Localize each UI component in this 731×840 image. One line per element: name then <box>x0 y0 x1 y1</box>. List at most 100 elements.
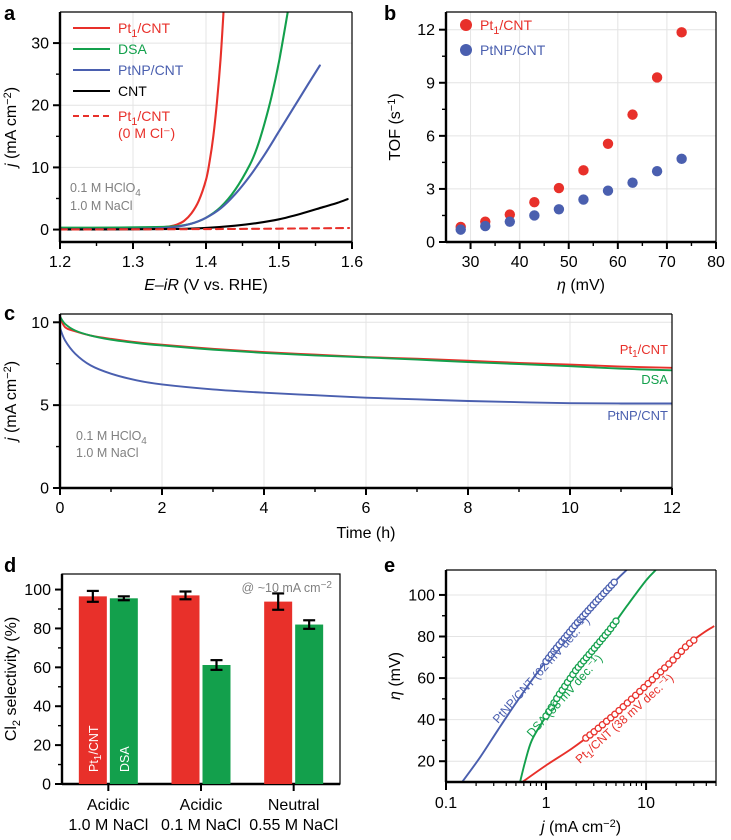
legend-label: Pt1/CNT <box>480 17 532 37</box>
panel-a-ylabel: j (mA cm−2) <box>2 87 20 169</box>
legend-label-2: (0 M Cl⁻) <box>118 125 175 141</box>
svg-text:0.1 M HClO4: 0.1 M HClO4 <box>70 181 141 199</box>
panel-d-group-label: Neutral <box>268 797 320 814</box>
panel-b-xtick: 70 <box>658 254 676 271</box>
data-point-Pt1/CNT <box>602 138 614 150</box>
panel-d-ytick: 100 <box>24 582 51 599</box>
panel-c-ytick: 5 <box>40 398 49 415</box>
panel-d-group-labels: Acidic 1.0 M NaCl Acidic 0.1 M NaCl Neutral 0… <box>68 797 338 834</box>
svg-text:j (mA cm−2): j (mA cm−2) <box>2 361 20 443</box>
panel-b-xtick: 40 <box>511 254 529 271</box>
panel-e-gridlines <box>446 570 716 782</box>
data-point-Pt1/CNT <box>676 27 687 38</box>
panel-e-ytick: 40 <box>417 712 435 729</box>
data-point-Pt1/CNT <box>651 72 663 83</box>
panel-d-ytick: 80 <box>33 621 51 638</box>
panel-d-letter: d <box>4 555 17 577</box>
marker-DSA <box>612 617 620 625</box>
panel-b-xtick: 80 <box>707 254 725 271</box>
panel-d-annotation: @ ~10 mA cm−2 <box>242 580 333 595</box>
panel-a-ytick: 20 <box>31 98 49 115</box>
panel-a-xtick: 1.5 <box>268 254 290 271</box>
panel-c-curves <box>60 315 672 405</box>
panel-c-xtick: 12 <box>663 500 681 517</box>
bar-Pt1/CNT <box>171 595 200 784</box>
data-point-Pt1/CNT <box>529 196 540 208</box>
panel-a-xlabel: E–iR (V vs. RHE) <box>144 277 268 294</box>
panel-b-xtick: 50 <box>560 254 578 271</box>
panel-d-group-label: Acidic <box>180 797 223 814</box>
panel-c-axes <box>53 313 673 495</box>
panel-d-group-sublabel: 1.0 M NaCl <box>68 817 148 834</box>
panel-c-xtick: 6 <box>362 500 371 517</box>
curve-DSA <box>60 12 289 229</box>
svg-text:0.1 M HClO4: 0.1 M HClO4 <box>76 429 147 447</box>
panel-a-xtick: 1.3 <box>122 254 144 271</box>
panel-c-letter: c <box>4 303 16 325</box>
panel-c-plot: 0 2 4 6 8 10 12 0 5 10 Time (h) j (mA cm−2) 0.1 M HC… <box>2 313 681 542</box>
panel-d-ylabel: Cl2 selectivity (%) <box>3 617 23 741</box>
bar-Pt1/CNT <box>78 596 107 784</box>
panel-b-points <box>455 27 687 235</box>
panel-b-ytick: 6 <box>426 128 435 145</box>
panel-d-bars: Pt1/CNT DSA <box>78 589 324 784</box>
panel-e-ytick: 100 <box>408 587 435 604</box>
panel-b-legend: Pt1/CNT PtNP/CNT <box>460 17 546 58</box>
bar-DSA <box>109 598 138 784</box>
legend-label: CNT <box>118 83 147 99</box>
panel-a-ytick: 0 <box>40 222 49 239</box>
panel-a-gridlines <box>60 12 352 242</box>
legend-marker <box>460 19 472 31</box>
data-point-PtNP/CNT <box>480 220 491 232</box>
curve-PtNP/CNT <box>60 327 672 405</box>
legend-marker <box>460 44 472 56</box>
panel-b: b 30 40 50 60 70 80 0 3 6 9 12 η (mV) TOF (s−1) Pt1/C… <box>380 0 731 294</box>
panel-d-ytick: 20 <box>33 738 51 755</box>
data-point-PtNP/CNT <box>553 204 565 215</box>
bar-Pt1/CNT <box>264 601 293 784</box>
svg-text:j (mA cm−2): j (mA cm−2) <box>2 87 20 169</box>
panel-b-xlabel: η (mV) <box>557 277 605 294</box>
svg-text:1.0 M NaCl: 1.0 M NaCl <box>70 199 133 213</box>
marker-PtNP/CNT <box>610 578 618 587</box>
bar-DSA <box>202 665 231 784</box>
panel-d-axes <box>55 573 341 791</box>
panel-b-ytick: 3 <box>426 181 435 198</box>
legend-label: PtNP/CNT <box>118 62 184 78</box>
curve-label: Pt1/CNT <box>620 342 668 360</box>
panel-e-ytick: 80 <box>417 629 435 646</box>
panel-e-letter: e <box>384 555 396 577</box>
panel-a-xtick: 1.4 <box>195 254 217 271</box>
panel-e-ytick: 20 <box>417 754 435 771</box>
panel-c-xtick: 10 <box>561 500 579 517</box>
legend-label: PtNP/CNT <box>480 42 546 58</box>
bar-DSA <box>295 624 324 784</box>
panel-c-ytick: 10 <box>31 315 49 332</box>
panel-a-plot: 1.2 1.3 1.4 1.5 1.6 0 10 20 30 E–iR (V vs. RHE) j … <box>2 11 363 294</box>
data-point-PtNP/CNT <box>627 177 638 188</box>
curve-DSA <box>60 315 672 372</box>
curve-Pt1/CNT (0 M Cl-) <box>60 226 351 231</box>
panel-a-xtick: 1.6 <box>341 254 363 271</box>
panel-e-xtick: 0.1 <box>435 795 457 812</box>
marker-Pt1/CNT <box>669 656 677 664</box>
panel-b-ytick: 9 <box>426 75 435 92</box>
panel-b-ytick: 0 <box>426 235 435 252</box>
panel-c-xtick: 0 <box>56 500 65 517</box>
panel-b-xtick: 30 <box>462 254 480 271</box>
panel-a-curves <box>60 12 351 231</box>
panel-e-axes <box>439 569 717 790</box>
panel-e: e 0.1 1 10 20 40 60 80 100 j (mA cm−2) η (mV) PtNP… <box>380 552 731 840</box>
panel-c: c 0 2 4 6 8 10 12 0 5 10 Time (h) j (mA cm−2) 0.1 M … <box>0 292 731 550</box>
panel-e-xlabel: j (mA cm−2) <box>539 818 621 836</box>
panel-b-xtick: 60 <box>609 254 627 271</box>
panel-d: d 0 20 40 60 80 100 Pt1/CNT DSA Acidic 1.0 M NaCl… <box>0 552 380 840</box>
marker-Pt1/CNT <box>677 647 686 656</box>
data-point-PtNP/CNT <box>651 166 663 177</box>
panel-b-axes <box>439 11 717 249</box>
panel-b-plot: 30 40 50 60 70 80 0 3 6 9 12 η (mV) TOF (s−1) Pt1/CNT… <box>386 11 725 294</box>
panel-b-letter: b <box>384 3 397 25</box>
legend-label: Pt1/CNT <box>118 20 170 40</box>
data-point-PtNP/CNT <box>578 194 589 205</box>
